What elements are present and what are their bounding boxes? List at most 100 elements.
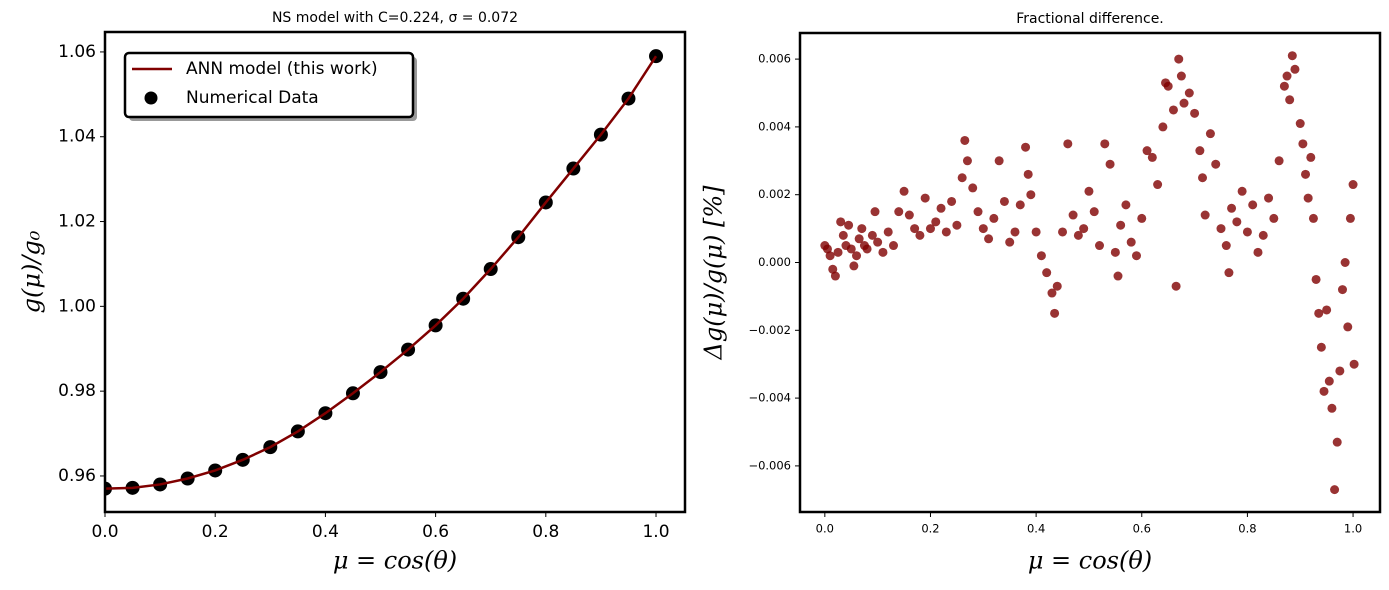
- x-tick-label: 1.0: [642, 522, 669, 542]
- x-axis-label: μ = cos(θ): [333, 547, 457, 575]
- data-point: [883, 227, 893, 237]
- data-point: [1084, 186, 1094, 196]
- data-point: [989, 213, 999, 223]
- y-tick-label: 0.000: [758, 255, 791, 269]
- y-tick-label: 0.002: [758, 187, 791, 201]
- legend: ANN model (this work) Numerical Data: [123, 51, 417, 121]
- data-point: [1116, 220, 1126, 230]
- data-point: [1253, 247, 1263, 257]
- plot-frame: [103, 30, 687, 514]
- data-point: [1282, 71, 1292, 81]
- x-tick-label: 0.0: [91, 522, 118, 542]
- data-point: [984, 234, 994, 244]
- chart-title: NS model with C=0.224, σ = 0.072: [272, 10, 518, 26]
- data-point: [888, 241, 898, 251]
- data-point: [1126, 237, 1136, 247]
- data-point: [1047, 288, 1057, 298]
- data-point: [1349, 359, 1359, 369]
- data-point: [1015, 200, 1025, 210]
- data-point: [854, 234, 864, 244]
- x-axis-label: μ = cos(θ): [1028, 547, 1152, 575]
- data-point: [1100, 139, 1110, 149]
- legend-box: [123, 51, 415, 119]
- data-point: [1195, 146, 1205, 156]
- data-point: [1348, 180, 1358, 190]
- x-tick-label: 0.0: [816, 521, 834, 535]
- y-axis-label: g(μ)/g₀: [18, 230, 46, 313]
- data-point: [870, 207, 880, 217]
- y-tick-label: 1.00: [58, 296, 96, 316]
- data-point: [867, 230, 877, 240]
- data-point: [1042, 268, 1052, 278]
- data-point: [1301, 169, 1311, 179]
- data-point: [947, 196, 957, 206]
- data-point: [1058, 227, 1068, 237]
- data-point: [1200, 210, 1210, 220]
- data-point: [846, 244, 856, 254]
- data-point: [830, 271, 840, 281]
- x-tick-label: 0.6: [422, 522, 449, 542]
- data-point: [1073, 230, 1083, 240]
- y-tick-label: −0.002: [748, 323, 791, 337]
- data-point: [849, 261, 859, 271]
- data-point: [1063, 139, 1073, 149]
- data-point: [1184, 88, 1194, 98]
- x-tick-label: 0.2: [202, 522, 229, 542]
- x-tick-label: 0.8: [532, 522, 559, 542]
- data-point: [1171, 281, 1181, 291]
- x-tick-label: 0.4: [1027, 521, 1045, 535]
- x-tick-label: 0.4: [312, 522, 339, 542]
- data-point: [862, 244, 872, 254]
- data-point: [1248, 200, 1258, 210]
- data-point: [1324, 376, 1334, 386]
- data-point: [1221, 241, 1231, 251]
- data-point: [836, 217, 846, 227]
- data-point: [1031, 227, 1041, 237]
- data-point: [973, 207, 983, 217]
- data-point: [1290, 64, 1300, 74]
- y-tick-label: 1.06: [58, 42, 96, 62]
- data-point: [852, 251, 862, 261]
- data-point: [825, 251, 835, 261]
- data-point: [838, 230, 848, 240]
- data-point: [957, 173, 967, 183]
- data-point: [931, 217, 941, 227]
- data-point: [833, 247, 843, 257]
- data-point: [1113, 271, 1123, 281]
- data-point: [994, 156, 1004, 166]
- y-tick-label: 1.04: [58, 127, 96, 147]
- data-point: [1068, 210, 1078, 220]
- data-point: [1023, 169, 1033, 179]
- data-point: [1205, 129, 1215, 139]
- y-tick-label: 0.96: [58, 466, 96, 486]
- data-point: [1110, 247, 1120, 257]
- plot-frame: [798, 31, 1382, 514]
- plot-area: [105, 49, 664, 496]
- data-point: [1322, 305, 1332, 315]
- data-point: [1232, 217, 1242, 227]
- data-point: [920, 193, 930, 203]
- data-point: [1269, 213, 1279, 223]
- data-point: [1327, 403, 1337, 413]
- data-point: [910, 224, 920, 234]
- data-point: [1311, 274, 1321, 284]
- plot-area: [820, 51, 1359, 495]
- data-point: [1332, 437, 1342, 447]
- data-point: [904, 210, 914, 220]
- data-point: [1105, 159, 1115, 169]
- data-point: [1287, 51, 1297, 61]
- data-point: [1131, 251, 1141, 261]
- data-point: [936, 203, 946, 213]
- legend-marker: [144, 91, 158, 105]
- data-point: [962, 156, 972, 166]
- data-point: [1345, 213, 1355, 223]
- data-point: [1050, 308, 1060, 318]
- data-point: [1168, 105, 1178, 115]
- y-axis-label: Δg(μ)/g(μ) [%]: [700, 185, 728, 361]
- data-point: [1163, 81, 1173, 91]
- data-point: [873, 237, 883, 247]
- y-tick-label: 0.004: [758, 119, 791, 133]
- data-point: [1158, 122, 1168, 132]
